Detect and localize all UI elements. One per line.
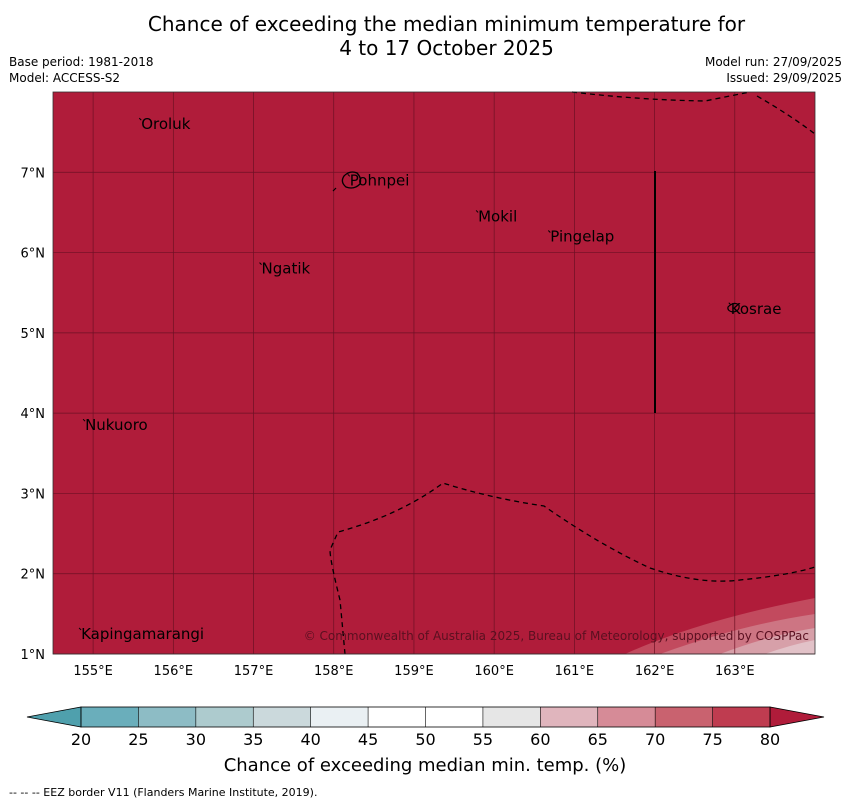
colorbar: 20 25 30 35 40 45 50 55 60 65 70 75 80 (26, 706, 825, 749)
colorbar-segment (195, 707, 254, 727)
colorbar-tick-label: 65 (588, 730, 608, 749)
colorbar-tick-label: 50 (415, 730, 435, 749)
lat-tick-label: 4°N (21, 407, 46, 422)
place-label: Kapingamarangi (81, 625, 204, 643)
colorbar-segment (81, 707, 139, 727)
kosrae-island (727, 302, 740, 313)
lon-tick-label: 156°E (154, 664, 194, 679)
map-frame (52, 91, 816, 655)
colorbar-tick-label: 35 (243, 730, 263, 749)
colorbar-segment (368, 707, 426, 727)
place-marker (347, 173, 351, 177)
eez-border-north (571, 91, 751, 102)
place-marker (138, 117, 142, 121)
pohnpei-islet (332, 187, 337, 192)
colorbar-segment (540, 707, 598, 727)
lon-tick-label: 162°E (635, 664, 675, 679)
lon-tick-label: 160°E (474, 664, 514, 679)
place-label: Pingelap (550, 228, 614, 246)
colorbar-tick-label: 30 (186, 730, 206, 749)
graticule (53, 92, 815, 655)
model-run: Model run: 27/09/2025 (704, 55, 842, 69)
colorbar-tick-label: 40 (300, 730, 320, 749)
pohnpei-island (341, 171, 362, 189)
colorbar-segment (310, 707, 369, 727)
place-marker (259, 262, 262, 265)
lat-tick-label: 2°N (21, 568, 46, 583)
lon-tick-label: 161°E (555, 664, 595, 679)
colorbar-tick-label: 20 (71, 730, 91, 749)
place-label: Nukuoro (85, 416, 148, 434)
colorbar-under-arrow (26, 706, 82, 728)
place-marker (728, 302, 732, 306)
place-label: Ngatik (262, 260, 311, 278)
lat-tick-label: 1°N (21, 648, 46, 663)
eez-border-northeast (756, 95, 816, 135)
lat-tick-label: 6°N (21, 247, 46, 262)
place-marker (547, 230, 551, 233)
place-marker (82, 418, 86, 422)
colorbar-tick-label: 75 (702, 730, 722, 749)
lon-tick-label: 159°E (394, 664, 434, 679)
lon-tick-label: 163°E (715, 664, 755, 679)
colorbar-over-arrow (769, 706, 825, 728)
place-label: Mokil (478, 207, 517, 225)
chart-title: Chance of exceeding the median minimum t… (0, 12, 850, 60)
place-label: Pohnpei (350, 171, 410, 189)
base-period: Base period: 1981-2018 (9, 55, 154, 69)
title-line-2: 4 to 17 October 2025 (339, 36, 554, 60)
place-label: Oroluk (141, 115, 190, 133)
colorbar-tick-label: 80 (760, 730, 780, 749)
issued-date: Issued: 29/09/2025 (726, 71, 842, 85)
axis-tick-labels: 155°E 156°E 157°E 158°E 159°E 160°E 161°E 162°E… (21, 166, 755, 679)
lon-tick-label: 158°E (314, 664, 354, 679)
lat-tick-label: 5°N (21, 327, 46, 342)
place-labels: Oroluk Pohnpei Mokil Pingelap Ngatik Kosrae Nu… (78, 115, 782, 643)
lat-tick-label: 3°N (21, 487, 46, 502)
colorbar-segment (655, 707, 713, 727)
colorbar-tick-label: 60 (530, 730, 550, 749)
probability-contour-60 (765, 640, 815, 654)
colorbar-segment (597, 707, 656, 727)
copyright-notice: © Commonwealth of Australia 2025, Bureau… (304, 629, 809, 643)
title-line-1: Chance of exceeding the median minimum t… (147, 12, 746, 36)
colorbar-segment (425, 707, 483, 727)
lat-tick-label: 7°N (21, 166, 46, 181)
map-area[interactable] (53, 92, 815, 654)
colorbar-segment (712, 707, 770, 727)
model-name: Model: ACCESS-S2 (9, 71, 121, 85)
colorbar-segment (138, 707, 196, 727)
meta-right: Model run: 27/09/2025 Issued: 29/09/2025 (705, 54, 842, 86)
colorbar-tick-label: 25 (128, 730, 148, 749)
colorbar-label: Chance of exceeding median min. temp. (%… (223, 755, 627, 776)
colorbar-tick-label: 45 (358, 730, 378, 749)
eez-border-south (329, 482, 816, 655)
colorbar-segment (253, 707, 311, 727)
place-label: Kosrae (731, 300, 782, 318)
place-marker (475, 210, 479, 213)
colorbar-segment (482, 707, 541, 727)
lon-tick-label: 155°E (73, 664, 113, 679)
meta-left: Base period: 1981-2018 Model: ACCESS-S2 (9, 54, 154, 86)
colorbar-tick-label: 70 (645, 730, 665, 749)
lon-tick-label: 157°E (234, 664, 274, 679)
colorbar-tick-label: 55 (473, 730, 493, 749)
place-marker (78, 627, 82, 631)
footnote: -- -- -- EEZ border V11 (Flanders Marine… (9, 786, 318, 799)
